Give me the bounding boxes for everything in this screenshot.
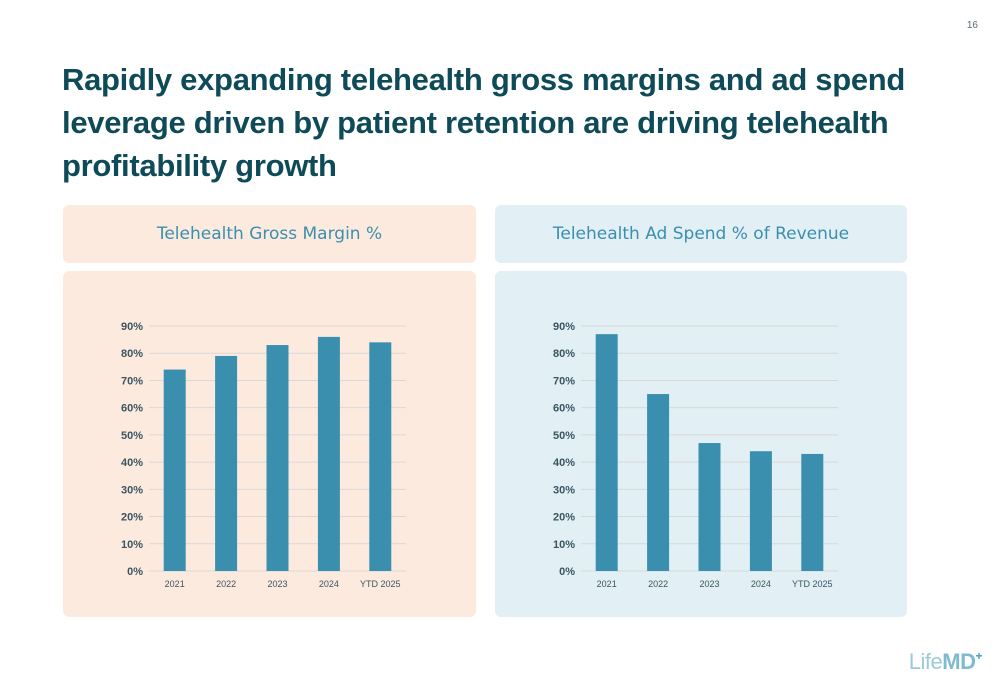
gross-margin-y-tick-label: 80% xyxy=(121,348,143,360)
ad-spend-y-tick-label: 30% xyxy=(553,484,575,496)
gross-margin-bar-2022 xyxy=(215,355,238,571)
gross-margin-y-tick-label: 20% xyxy=(121,512,143,524)
ad-spend-y-tick-label: 60% xyxy=(553,403,575,415)
ad-spend-bar-2021 xyxy=(595,334,618,571)
ad-spend-x-tick-label: 2021 xyxy=(597,579,617,589)
ad-spend-x-tick-label: 2024 xyxy=(751,579,771,589)
logo-text-md: MD xyxy=(942,649,976,674)
ad-spend-y-tick-label: 50% xyxy=(553,430,575,442)
gross-margin-y-tick-label: 30% xyxy=(121,484,143,496)
ad-spend-x-tick-label: 2023 xyxy=(699,579,719,589)
gross-margin-x-tick-label: 2023 xyxy=(267,579,287,589)
gross-margin-panel-header: Telehealth Gross Margin % xyxy=(63,205,476,263)
ad-spend-bar-2022 xyxy=(647,394,670,571)
gross-margin-y-tick-label: 10% xyxy=(121,539,143,551)
gross-margin-x-tick-label: 2022 xyxy=(216,579,236,589)
gross-margin-bar-ytd-2025 xyxy=(369,342,392,571)
ad-spend-panel-header: Telehealth Ad Spend % of Revenue xyxy=(495,205,907,263)
ad-spend-y-tick-label: 20% xyxy=(553,512,575,524)
gross-margin-bar-chart: 0% 10% 20% 30% 40% 50% 60% 70% 80% 90% 2021 2022 202… xyxy=(121,321,406,589)
page-title: Rapidly expanding telehealth gross margi… xyxy=(62,62,906,183)
ad-spend-x-tick-label: 2022 xyxy=(648,579,668,589)
gross-margin-y-tick-label: 0% xyxy=(127,566,143,578)
gross-margin-x-tick-label: YTD 2025 xyxy=(360,579,401,589)
ad-spend-y-tick-label: 0% xyxy=(559,566,575,578)
gross-margin-bar-2023 xyxy=(266,345,289,571)
logo-plus-icon: + xyxy=(975,649,982,663)
gross-margin-chart-title: Telehealth Gross Margin % xyxy=(156,224,383,244)
ad-spend-chart-panel: 0% 10% 20% 30% 40% 50% 60% 70% 80% 90% 2021 2022 202… xyxy=(495,271,907,617)
ad-spend-y-tick-label: 10% xyxy=(553,539,575,551)
gross-margin-x-tick-label: 2024 xyxy=(319,579,339,589)
ad-spend-bar-2023 xyxy=(698,443,721,571)
ad-spend-y-tick-label: 80% xyxy=(553,348,575,360)
ad-spend-chart-title: Telehealth Ad Spend % of Revenue xyxy=(552,224,850,244)
lifemd-logo: LifeMD+ xyxy=(908,649,983,675)
ad-spend-bar-chart: 0% 10% 20% 30% 40% 50% 60% 70% 80% 90% 2021 2022 202… xyxy=(553,321,838,589)
gross-margin-y-tick-label: 50% xyxy=(121,430,143,442)
page-number: 16 xyxy=(966,20,978,31)
gross-margin-bar-2021 xyxy=(163,369,186,571)
ad-spend-bar-ytd-2025 xyxy=(801,453,824,571)
ad-spend-x-tick-label: YTD 2025 xyxy=(792,579,833,589)
ad-spend-y-tick-label: 40% xyxy=(553,457,575,469)
gross-margin-y-tick-label: 60% xyxy=(121,403,143,415)
ad-spend-y-tick-label: 70% xyxy=(553,375,575,387)
ad-spend-y-tick-label: 90% xyxy=(553,321,575,333)
gross-margin-y-tick-label: 90% xyxy=(121,321,143,333)
logo-text-life: Life xyxy=(908,649,943,674)
gross-margin-chart-panel: 0% 10% 20% 30% 40% 50% 60% 70% 80% 90% 2021 2022 202… xyxy=(63,271,476,617)
ad-spend-bar-2024 xyxy=(749,451,772,571)
gross-margin-y-tick-label: 70% xyxy=(121,375,143,387)
gross-margin-y-tick-label: 40% xyxy=(121,457,143,469)
gross-margin-bar-2024 xyxy=(317,336,340,571)
gross-margin-x-tick-label: 2021 xyxy=(165,579,185,589)
